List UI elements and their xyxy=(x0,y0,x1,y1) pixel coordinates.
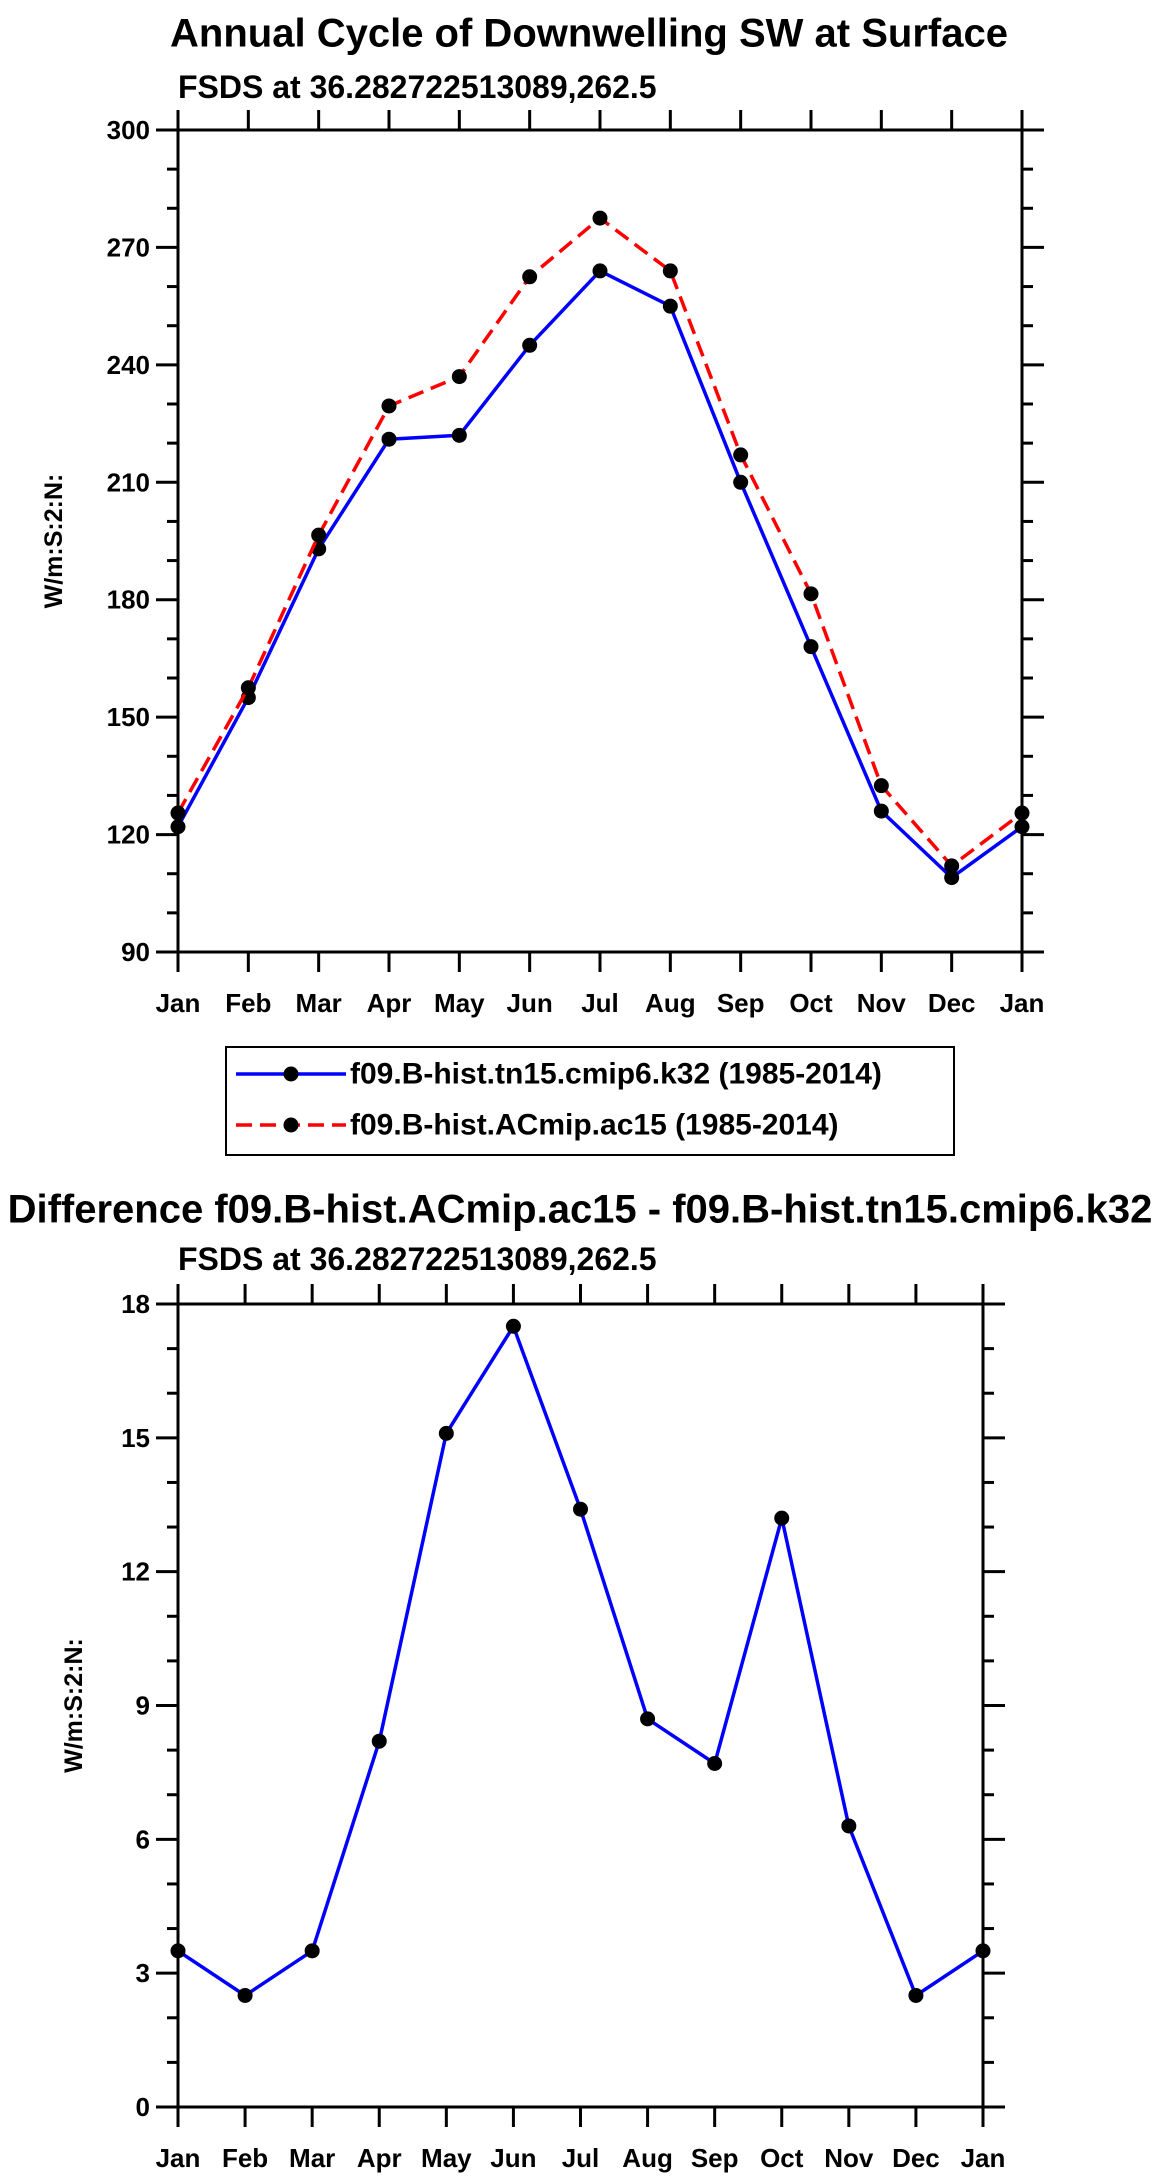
data-point xyxy=(237,1987,253,2003)
chart-panel-2: Difference f09.B-hist.ACmip.ac15 - f09.B… xyxy=(8,1188,1153,2173)
x-tick-label: Jul xyxy=(562,2143,600,2173)
data-point xyxy=(371,1733,387,1749)
chart-subtitle: FSDS at 36.282722513089,262.5 xyxy=(178,1241,657,1277)
y-tick-label: 12 xyxy=(121,1557,150,1587)
data-point xyxy=(381,398,397,414)
plot-frame xyxy=(176,1302,985,2109)
y-tick-label: 150 xyxy=(107,702,150,732)
y-tick-label: 270 xyxy=(107,232,150,262)
data-point xyxy=(774,1510,790,1526)
series-line-2 xyxy=(176,216,1024,868)
data-point xyxy=(304,1943,320,1959)
x-tick-label: May xyxy=(434,988,485,1018)
x-tick-label: Oct xyxy=(789,988,833,1018)
x-tick-label: Sep xyxy=(691,2143,739,2173)
x-tick-label: Dec xyxy=(928,988,976,1018)
data-point xyxy=(640,1711,656,1727)
x-tick-label: Nov xyxy=(824,2143,874,2173)
data-point xyxy=(908,1987,924,2003)
series-line-1 xyxy=(177,1324,984,1998)
data-point xyxy=(505,1318,521,1334)
data-point xyxy=(170,1943,186,1959)
y-tick-label: 3 xyxy=(136,1958,150,1988)
legend-label-1: f09.B-hist.tn15.cmip6.k32 (1985-2014) xyxy=(350,1058,882,1091)
data-point xyxy=(438,1425,454,1441)
legend: f09.B-hist.tn15.cmip6.k32 (1985-2014) f09… xyxy=(225,1046,955,1156)
data-point xyxy=(841,1818,857,1834)
y-tick-label: 300 xyxy=(107,115,150,145)
y-tick-label: 120 xyxy=(107,820,150,850)
x-tick-label: Apr xyxy=(367,988,412,1018)
x-tick-label: Mar xyxy=(296,988,342,1018)
data-point xyxy=(451,369,467,385)
x-tick-label: Sep xyxy=(717,988,765,1018)
y-tick-label: 9 xyxy=(136,1691,150,1721)
x-tick-label: Jul xyxy=(581,988,619,1018)
y-tick-label: 180 xyxy=(107,585,150,615)
legend-label-2: f09.B-hist.ACmip.ac15 (1985-2014) xyxy=(350,1109,839,1142)
data-point xyxy=(733,474,749,490)
chart-title: Difference f09.B-hist.ACmip.ac15 - f09.B… xyxy=(8,1188,1153,1232)
x-tick-label: Dec xyxy=(892,2143,940,2173)
data-point xyxy=(522,269,538,285)
y-tick-label: 0 xyxy=(136,2092,150,2122)
data-point xyxy=(975,1943,991,1959)
data-point xyxy=(707,1755,723,1771)
x-tick-label: Jun xyxy=(507,988,553,1018)
x-tick-label: Jan xyxy=(156,988,201,1018)
x-tick-label: Jan xyxy=(156,2143,201,2173)
data-point xyxy=(944,870,960,886)
data-point xyxy=(944,858,960,874)
x-tick-label: Jun xyxy=(490,2143,536,2173)
data-point xyxy=(1014,805,1030,821)
legend-marker-1 xyxy=(283,1066,299,1082)
data-point xyxy=(662,298,678,314)
y-tick-label: 210 xyxy=(107,467,150,497)
data-point xyxy=(170,805,186,821)
chart-panel-1: Annual Cycle of Downwelling SW at Surfac… xyxy=(40,12,1045,1156)
chart-title: Annual Cycle of Downwelling SW at Surfac… xyxy=(170,12,1008,56)
x-tick-label: Aug xyxy=(645,988,696,1018)
x-tick-label: Jan xyxy=(961,2143,1006,2173)
x-tick-label: Feb xyxy=(222,2143,268,2173)
x-tick-label: Jan xyxy=(1000,988,1045,1018)
x-tick-label: Aug xyxy=(622,2143,673,2173)
plot-frame xyxy=(176,128,1024,954)
data-point xyxy=(522,337,538,353)
data-point xyxy=(733,447,749,463)
y-axis-label: W/m:S:2:N: xyxy=(40,474,68,609)
data-point xyxy=(592,210,608,226)
x-tick-label: Mar xyxy=(289,2143,335,2173)
data-point xyxy=(873,778,889,794)
x-tick-label: Nov xyxy=(857,988,907,1018)
data-point xyxy=(170,819,186,835)
x-tick-label: Feb xyxy=(225,988,271,1018)
chart-subtitle: FSDS at 36.282722513089,262.5 xyxy=(178,69,657,105)
data-point xyxy=(1014,819,1030,835)
data-point xyxy=(381,431,397,447)
data-point xyxy=(451,427,467,443)
data-point xyxy=(311,527,327,543)
legend-box xyxy=(225,1046,955,1156)
data-point xyxy=(662,263,678,279)
data-point xyxy=(803,586,819,602)
data-point xyxy=(573,1501,588,1517)
data-point xyxy=(803,639,819,655)
y-tick-label: 240 xyxy=(107,350,150,380)
y-axis-label: W/m:S:2:N: xyxy=(60,1638,88,1773)
legend-marker-2 xyxy=(283,1117,299,1133)
data-point xyxy=(592,263,608,279)
y-tick-label: 18 xyxy=(121,1289,150,1319)
x-tick-label: Oct xyxy=(760,2143,804,2173)
data-point xyxy=(240,680,256,696)
series-line-1 xyxy=(176,269,1024,880)
x-tick-label: May xyxy=(421,2143,472,2173)
x-tick-label: Apr xyxy=(357,2143,402,2173)
y-tick-label: 90 xyxy=(121,937,150,967)
data-point xyxy=(873,803,889,819)
y-tick-label: 15 xyxy=(121,1423,150,1453)
y-tick-label: 6 xyxy=(136,1824,150,1854)
